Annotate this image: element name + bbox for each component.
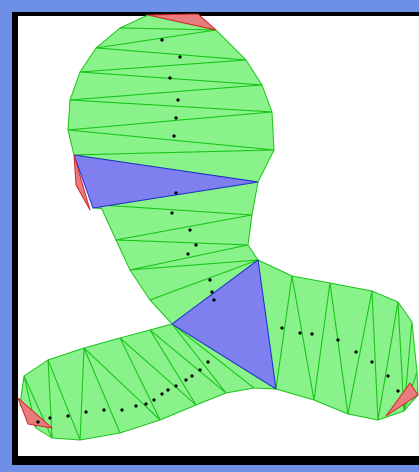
centroid-dot [186, 252, 190, 256]
centroid-dot [310, 332, 314, 336]
centroid-dot [174, 384, 178, 388]
centroid-dot [354, 350, 358, 354]
centroid-dot [190, 374, 194, 378]
centroid-dot [170, 211, 174, 215]
ear-triangle [385, 382, 419, 417]
highlighted-triangle [171, 259, 277, 390]
interior-triangles [19, 14, 419, 441]
frame-border-bottom [0, 465, 419, 472]
centroid-dot [176, 98, 180, 102]
inner-rule-bottom [12, 456, 419, 465]
centroid-dot [36, 420, 40, 424]
inner-rule-left [12, 12, 18, 465]
centroid-dot [280, 326, 284, 330]
centroid-dots [36, 38, 400, 424]
inner-rule-top [12, 12, 419, 16]
ear-triangle [147, 13, 217, 31]
centroid-dot [134, 404, 138, 408]
ear-triangle [17, 397, 53, 429]
centroid-dot [178, 55, 182, 59]
centroid-dot [174, 191, 178, 195]
centroid-dot [386, 374, 390, 378]
centroid-dot [166, 388, 170, 392]
highlighted-triangles [73, 154, 277, 390]
centroid-dot [208, 278, 212, 282]
centroid-dot [198, 368, 202, 372]
centroid-dot [168, 76, 172, 80]
centroid-dot [184, 378, 188, 382]
centroid-dot [120, 408, 124, 412]
highlighted-triangle [73, 154, 259, 209]
centroid-dot [212, 298, 216, 302]
centroid-dot [188, 228, 192, 232]
centroid-dot [102, 408, 106, 412]
centroid-dot [160, 392, 164, 396]
centroid-dot [298, 331, 302, 335]
centroid-dot [174, 116, 178, 120]
frame-border-left [0, 0, 12, 472]
centroid-dot [144, 402, 148, 406]
ear-triangle [73, 154, 91, 211]
centroid-dot [172, 134, 176, 138]
centroid-dot [194, 243, 198, 247]
centroid-dot [66, 414, 70, 418]
centroid-dot [48, 416, 52, 420]
centroid-dot [336, 338, 340, 342]
centroid-dot [210, 290, 214, 294]
centroid-dot [84, 410, 88, 414]
centroid-dot [160, 38, 164, 42]
ear-triangles [17, 13, 419, 429]
centroid-dot [370, 360, 374, 364]
centroid-dot [396, 389, 400, 393]
centroid-dot [206, 360, 210, 364]
frame-border-top [0, 0, 419, 12]
centroid-dot [152, 398, 156, 402]
